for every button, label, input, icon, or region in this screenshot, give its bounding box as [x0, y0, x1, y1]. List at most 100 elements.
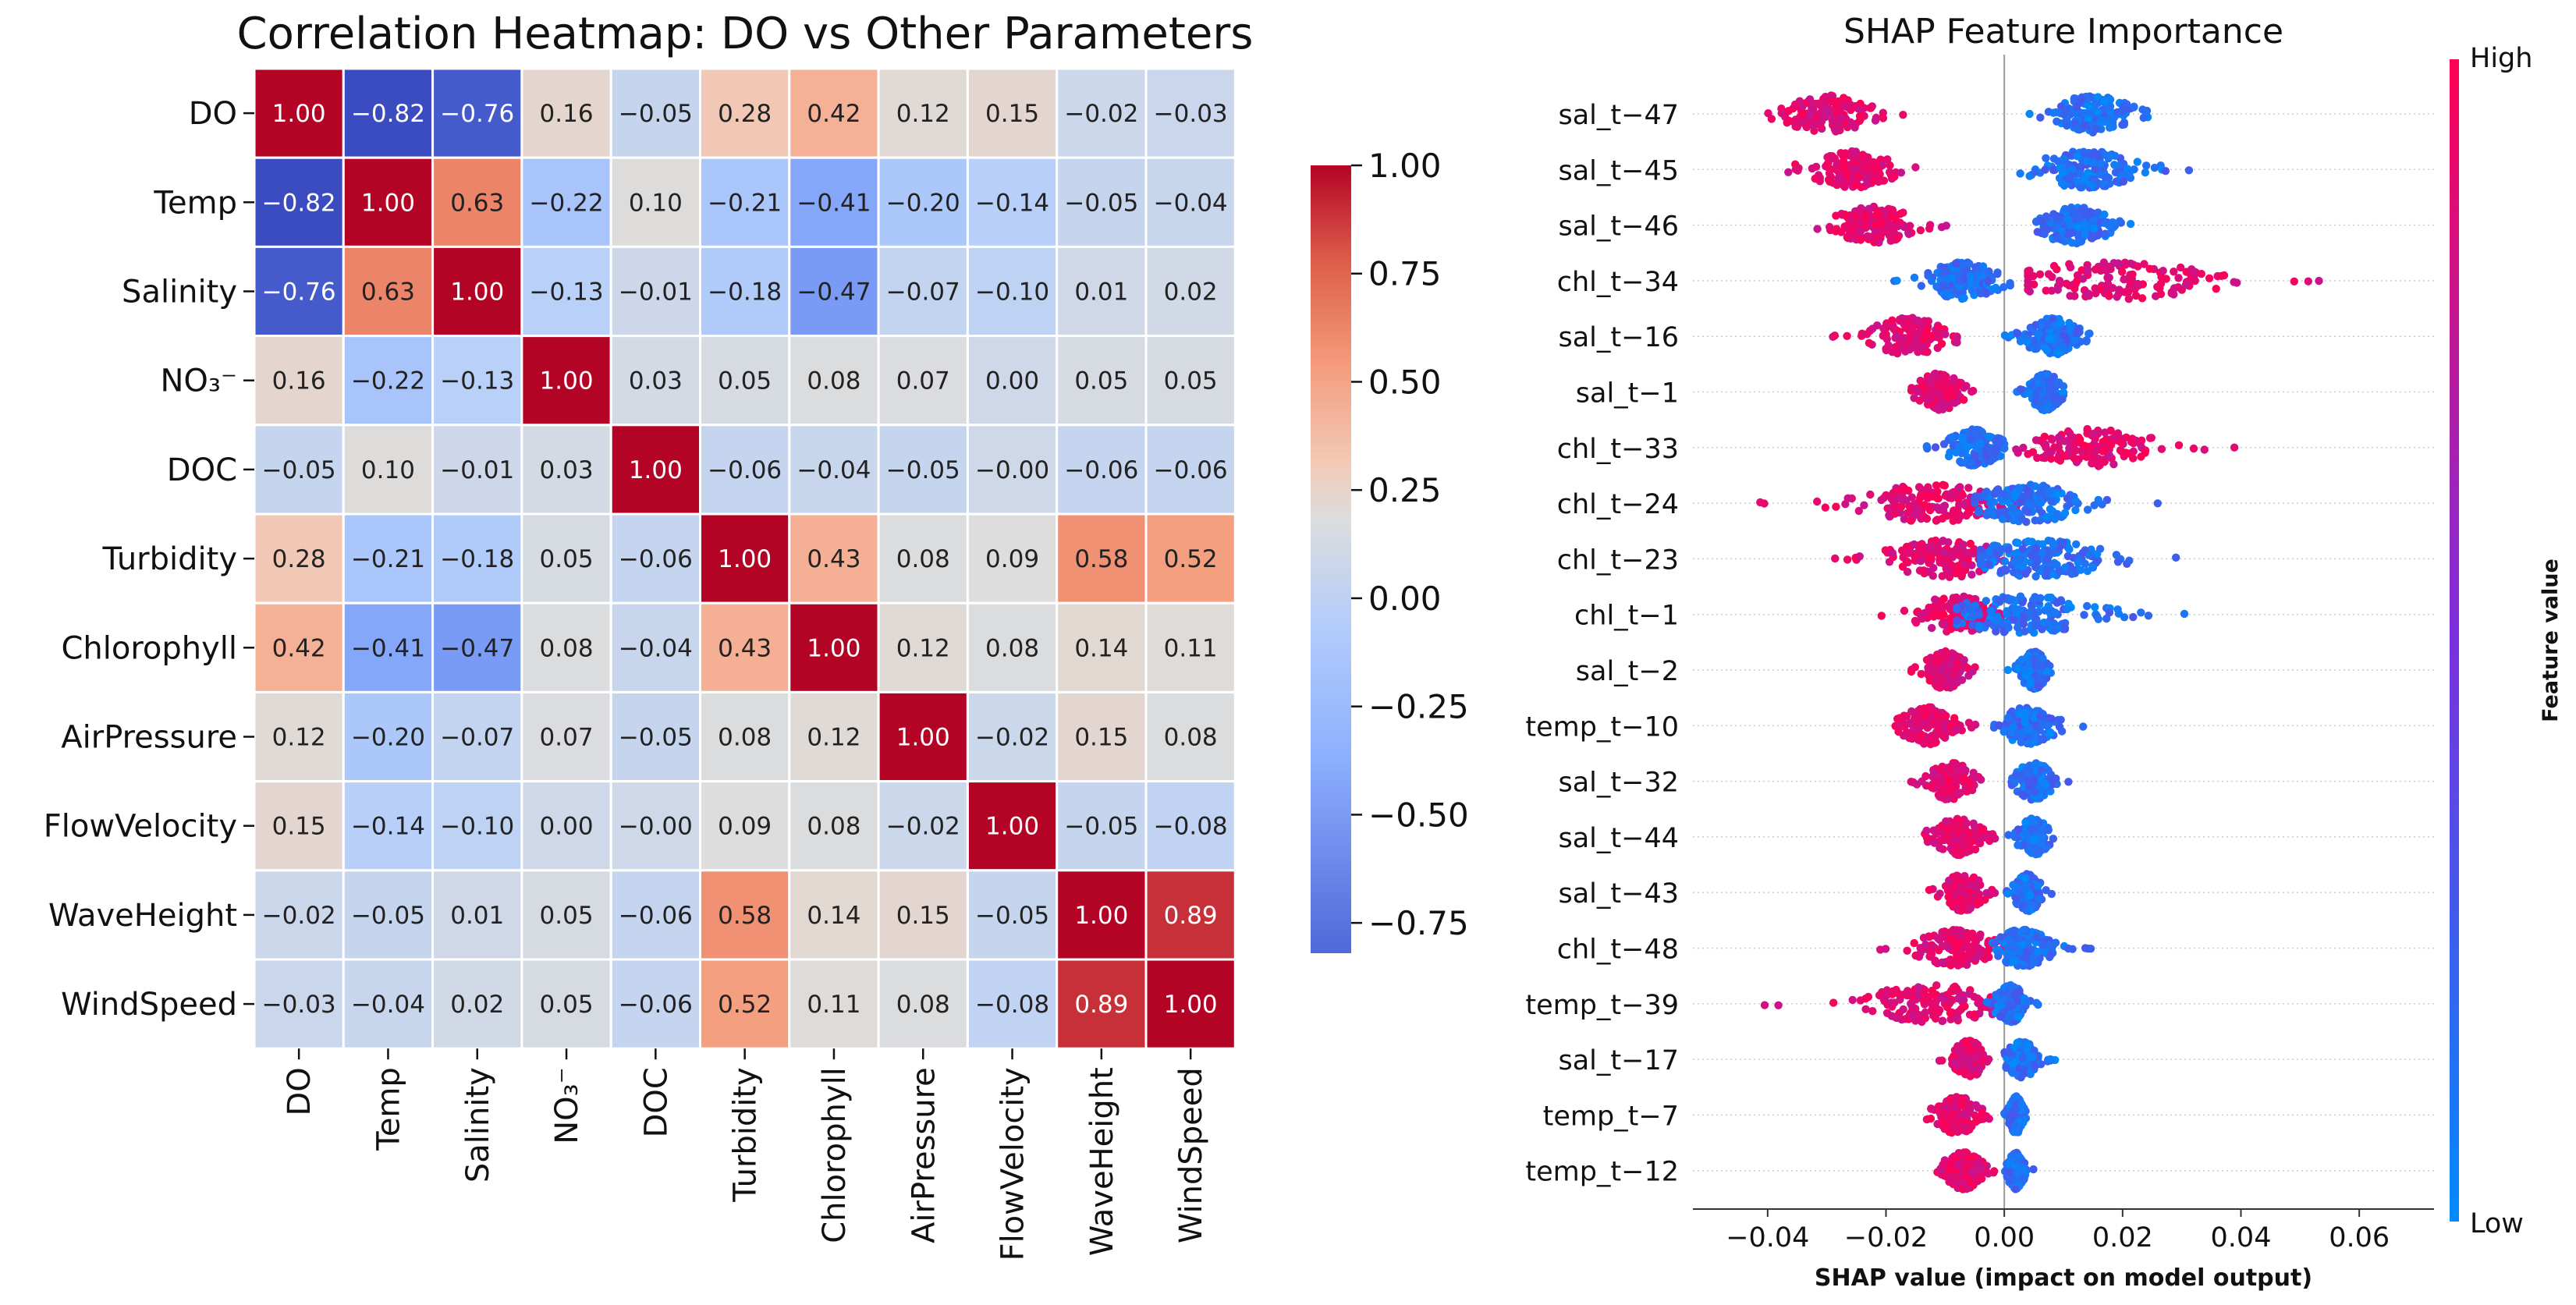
shap-point	[1982, 597, 1990, 605]
shap-point	[2182, 268, 2191, 276]
shap-point	[2070, 446, 2079, 455]
col-label: WindSpeed	[1173, 1067, 1209, 1243]
shap-point	[1834, 164, 1843, 172]
shap-point	[2219, 271, 2229, 280]
heatmap-cell-value: −0.01	[619, 278, 693, 307]
shap-point	[1937, 339, 1946, 348]
shap-point	[2019, 619, 2028, 628]
shap-point	[1917, 282, 1925, 290]
correlation-heatmap: Correlation Heatmap: DO vs Other Paramet…	[44, 9, 1469, 1261]
shap-point	[2062, 279, 2071, 288]
shap-point	[1908, 730, 1917, 739]
shap-point	[1967, 612, 1975, 622]
heatmap-cells: 1.00 −0.82 −0.76 0.16 −0.05 0.28 0.42 0.12 0.15−…	[253, 67, 1237, 1050]
heatmap-cell-value: 0.52	[1164, 545, 1218, 573]
shap-point	[1953, 605, 1961, 614]
shap-point	[2042, 451, 2050, 459]
shap-point	[1941, 651, 1950, 661]
shap-point	[1939, 440, 1949, 449]
heatmap-cell-value: −0.05	[1064, 189, 1138, 217]
shap-point	[1886, 161, 1894, 170]
shap-point	[2050, 540, 2059, 548]
shap-point	[1809, 122, 1818, 130]
shap-point	[1943, 824, 1952, 833]
shap-point	[1971, 827, 1980, 835]
shap-point	[1894, 727, 1903, 736]
heatmap-cell	[1144, 335, 1237, 427]
heatmap-cell-value: −0.03	[1154, 100, 1228, 128]
shap-point	[1891, 215, 1900, 223]
shap-point	[1933, 390, 1942, 399]
heatmap-cell-value: −0.02	[262, 902, 336, 930]
shap-point	[2091, 265, 2100, 274]
shap-point	[2091, 124, 2100, 133]
shap-point	[1894, 494, 1903, 503]
shap-point	[2043, 566, 2052, 574]
heatmap-cell-value: −0.00	[619, 813, 693, 841]
shap-point	[1939, 537, 1947, 545]
shap-point	[1985, 560, 1993, 569]
heatmap-cell-value: −0.05	[262, 456, 336, 484]
shap-point	[1967, 458, 1975, 466]
shap-point	[1917, 669, 1925, 679]
shap-point	[1951, 820, 1960, 828]
shap-point	[1967, 570, 1976, 579]
heatmap-cell-value: 0.08	[1164, 724, 1218, 752]
shap-point	[2034, 662, 2042, 671]
shap-point	[2060, 509, 2070, 517]
shap-point	[1874, 177, 1883, 186]
shap-point	[2153, 499, 2162, 508]
shap-point	[2017, 738, 2025, 746]
colorbar-tick-label: 0.00	[1368, 580, 1442, 618]
shap-point	[1922, 442, 1931, 451]
shap-point	[2157, 445, 2166, 453]
shap-point	[1928, 623, 1936, 633]
heatmap-cell	[699, 690, 791, 783]
shap-point	[2021, 714, 2029, 722]
shap-point	[2038, 217, 2047, 225]
heatmap-cell	[877, 67, 969, 159]
shap-point	[2189, 444, 2198, 453]
heatmap-cell-value: 0.42	[272, 634, 326, 662]
shap-point	[2044, 619, 2053, 628]
heatmap-cell-value: 0.28	[718, 100, 772, 128]
shap-point	[1899, 111, 1907, 119]
shap-point	[2042, 154, 2050, 162]
heatmap-cell	[609, 156, 702, 248]
shap-point	[2118, 108, 2127, 116]
shap-point	[2098, 179, 2107, 189]
shap-point	[1984, 432, 1992, 441]
shap-point	[2031, 655, 2039, 664]
shap-point	[2082, 336, 2091, 345]
heatmap-cell-value: 0.05	[1074, 367, 1128, 395]
heatmap-cell-value: 0.14	[1074, 634, 1128, 662]
heatmap-cell	[1144, 245, 1237, 338]
shap-point	[2091, 603, 2099, 612]
shap-point	[2021, 830, 2030, 839]
heatmap-cell	[1144, 869, 1237, 961]
shap-point	[2105, 608, 2114, 617]
shap-point	[1936, 603, 1945, 612]
colorbar-gradient	[1311, 165, 1351, 953]
shap-point	[1794, 166, 1802, 175]
heatmap-cell	[520, 335, 612, 427]
shap-point	[1964, 484, 1973, 492]
shap-point	[2021, 569, 2030, 578]
shap-point	[1956, 457, 1964, 466]
shap-point	[2070, 284, 2079, 293]
heatmap-cell	[520, 512, 612, 605]
shap-point	[2073, 271, 2082, 280]
shap-title: SHAP Feature Importance	[1843, 12, 2283, 51]
heatmap-cell	[788, 690, 880, 783]
shap-point	[2093, 108, 2102, 117]
heatmap-cell-value: −0.07	[886, 278, 960, 307]
heatmap-cell-value: 1.00	[1164, 991, 1218, 1019]
shap-point	[1943, 832, 1951, 842]
shap-point	[1890, 509, 1900, 518]
shap-point	[1922, 490, 1931, 498]
shap-point	[1941, 560, 1950, 569]
shap-point	[1955, 881, 1964, 890]
shap-point	[2121, 449, 2131, 457]
shap-point	[2020, 612, 2028, 621]
